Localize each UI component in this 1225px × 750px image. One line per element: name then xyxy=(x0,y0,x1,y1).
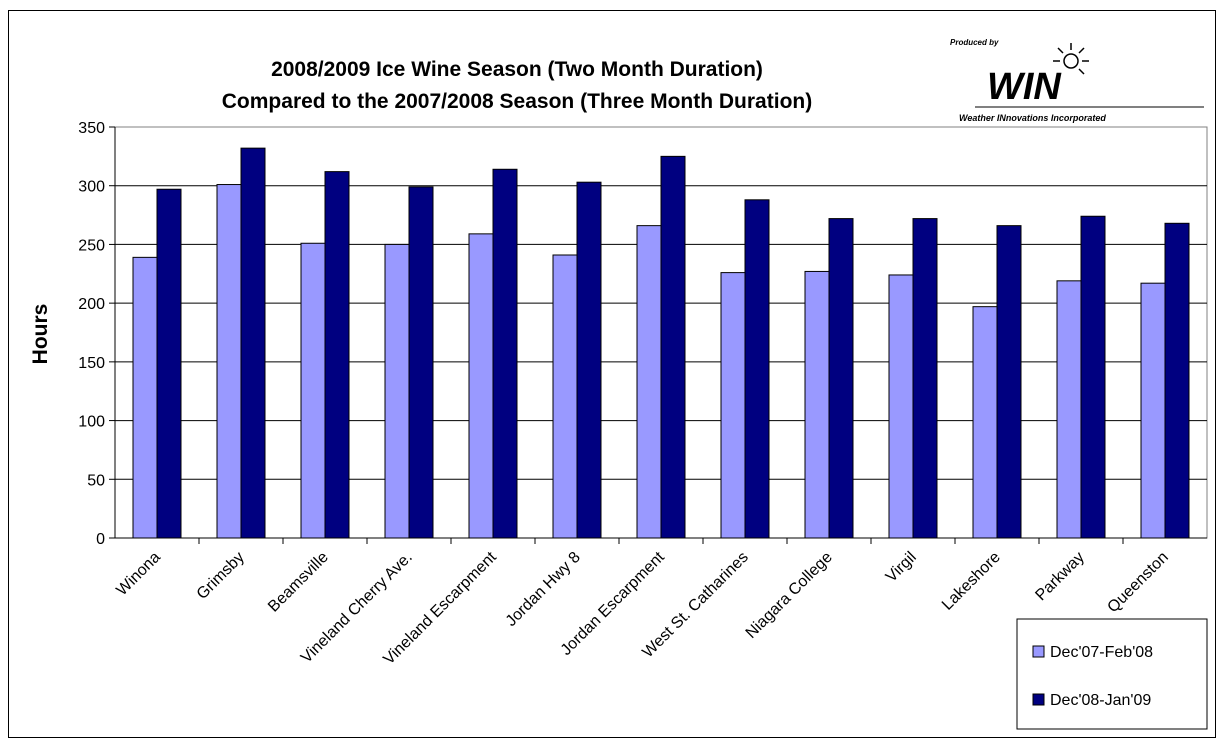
y-tick-label: 200 xyxy=(78,296,105,313)
legend-box xyxy=(1016,618,1208,730)
bar-dec07-feb08 xyxy=(216,184,242,539)
bar-dec08-jan09 xyxy=(1164,222,1190,539)
bar-dec08-jan09 xyxy=(240,147,266,539)
legend-swatch-dec07-feb08 xyxy=(1032,645,1045,658)
x-category-label: Winona xyxy=(113,549,163,599)
bar-dec07-feb08 xyxy=(720,272,746,539)
chart-title-line-1: 2008/2009 Ice Wine Season (Two Month Dur… xyxy=(271,58,763,81)
bar-dec07-feb08 xyxy=(636,225,662,539)
chart-svg: 2008/2009 Ice Wine Season (Two Month Dur… xyxy=(29,38,1208,730)
bar-dec07-feb08 xyxy=(552,254,578,539)
y-tick-label: 0 xyxy=(96,531,105,548)
bar-dec08-jan09 xyxy=(1080,215,1106,539)
bar-dec08-jan09 xyxy=(912,218,938,539)
bar-dec08-jan09 xyxy=(828,218,854,539)
y-tick-label: 100 xyxy=(78,414,105,431)
bar-dec07-feb08 xyxy=(132,256,158,539)
bar-dec07-feb08 xyxy=(384,243,410,539)
y-tick-label: 250 xyxy=(78,237,105,254)
y-tick-label: 300 xyxy=(78,179,105,196)
x-category-label: Jordan Hwy 8 xyxy=(503,549,584,630)
bar-dec07-feb08 xyxy=(1056,280,1082,539)
axes xyxy=(109,126,1207,544)
sun-icon xyxy=(1053,43,1089,75)
bar-dec07-feb08 xyxy=(468,233,494,539)
chart-frame: 2008/2009 Ice Wine Season (Two Month Dur… xyxy=(8,10,1216,738)
bar-dec07-feb08 xyxy=(1140,282,1166,539)
bar-dec07-feb08 xyxy=(300,242,326,539)
y-tick-label: 150 xyxy=(78,355,105,372)
x-category-label: Grimsby xyxy=(194,549,248,603)
y-tick-label: 50 xyxy=(87,472,105,489)
bar-dec08-jan09 xyxy=(744,199,770,539)
legend-label-dec08-jan09: Dec'08-Jan'09 xyxy=(1050,692,1151,709)
logo-tagline: Weather INnovations Incorporated xyxy=(959,113,1106,123)
x-category-label: Niagara College xyxy=(743,549,836,642)
legend-swatch-dec08-jan09 xyxy=(1032,693,1045,706)
logo-produced-by: Produced by xyxy=(950,38,999,47)
x-category-label: Lakeshore xyxy=(939,549,1004,614)
bar-dec08-jan09 xyxy=(576,181,602,539)
win-logo: Produced by WIN Weather INnovations Inco… xyxy=(950,38,1204,123)
bar-dec08-jan09 xyxy=(660,155,686,539)
x-category-label: Beamsville xyxy=(265,549,332,616)
x-category-label: Virgil xyxy=(883,549,920,586)
logo-brand: WIN xyxy=(987,66,1062,108)
bar-dec07-feb08 xyxy=(972,306,998,539)
bar-dec07-feb08 xyxy=(804,270,830,539)
x-category-label: Queenston xyxy=(1104,549,1171,616)
chart-title-line-2: Compared to the 2007/2008 Season (Three … xyxy=(222,90,812,113)
bar-dec08-jan09 xyxy=(492,168,518,539)
legend-label-dec07-feb08: Dec'07-Feb'08 xyxy=(1050,644,1153,661)
legend: Dec'07-Feb'08 Dec'08-Jan'09 xyxy=(1016,618,1208,730)
bar-dec08-jan09 xyxy=(408,186,434,539)
y-tick-labels: 0 50 100 150 200 250 300 350 xyxy=(78,120,105,548)
bar-dec08-jan09 xyxy=(156,188,182,539)
bar-dec08-jan09 xyxy=(996,225,1022,539)
x-category-label: Parkway xyxy=(1032,549,1087,604)
y-axis-title: Hours xyxy=(29,304,52,365)
bar-dec08-jan09 xyxy=(324,171,350,539)
y-tick-label: 350 xyxy=(78,120,105,137)
bar-dec07-feb08 xyxy=(888,274,914,539)
